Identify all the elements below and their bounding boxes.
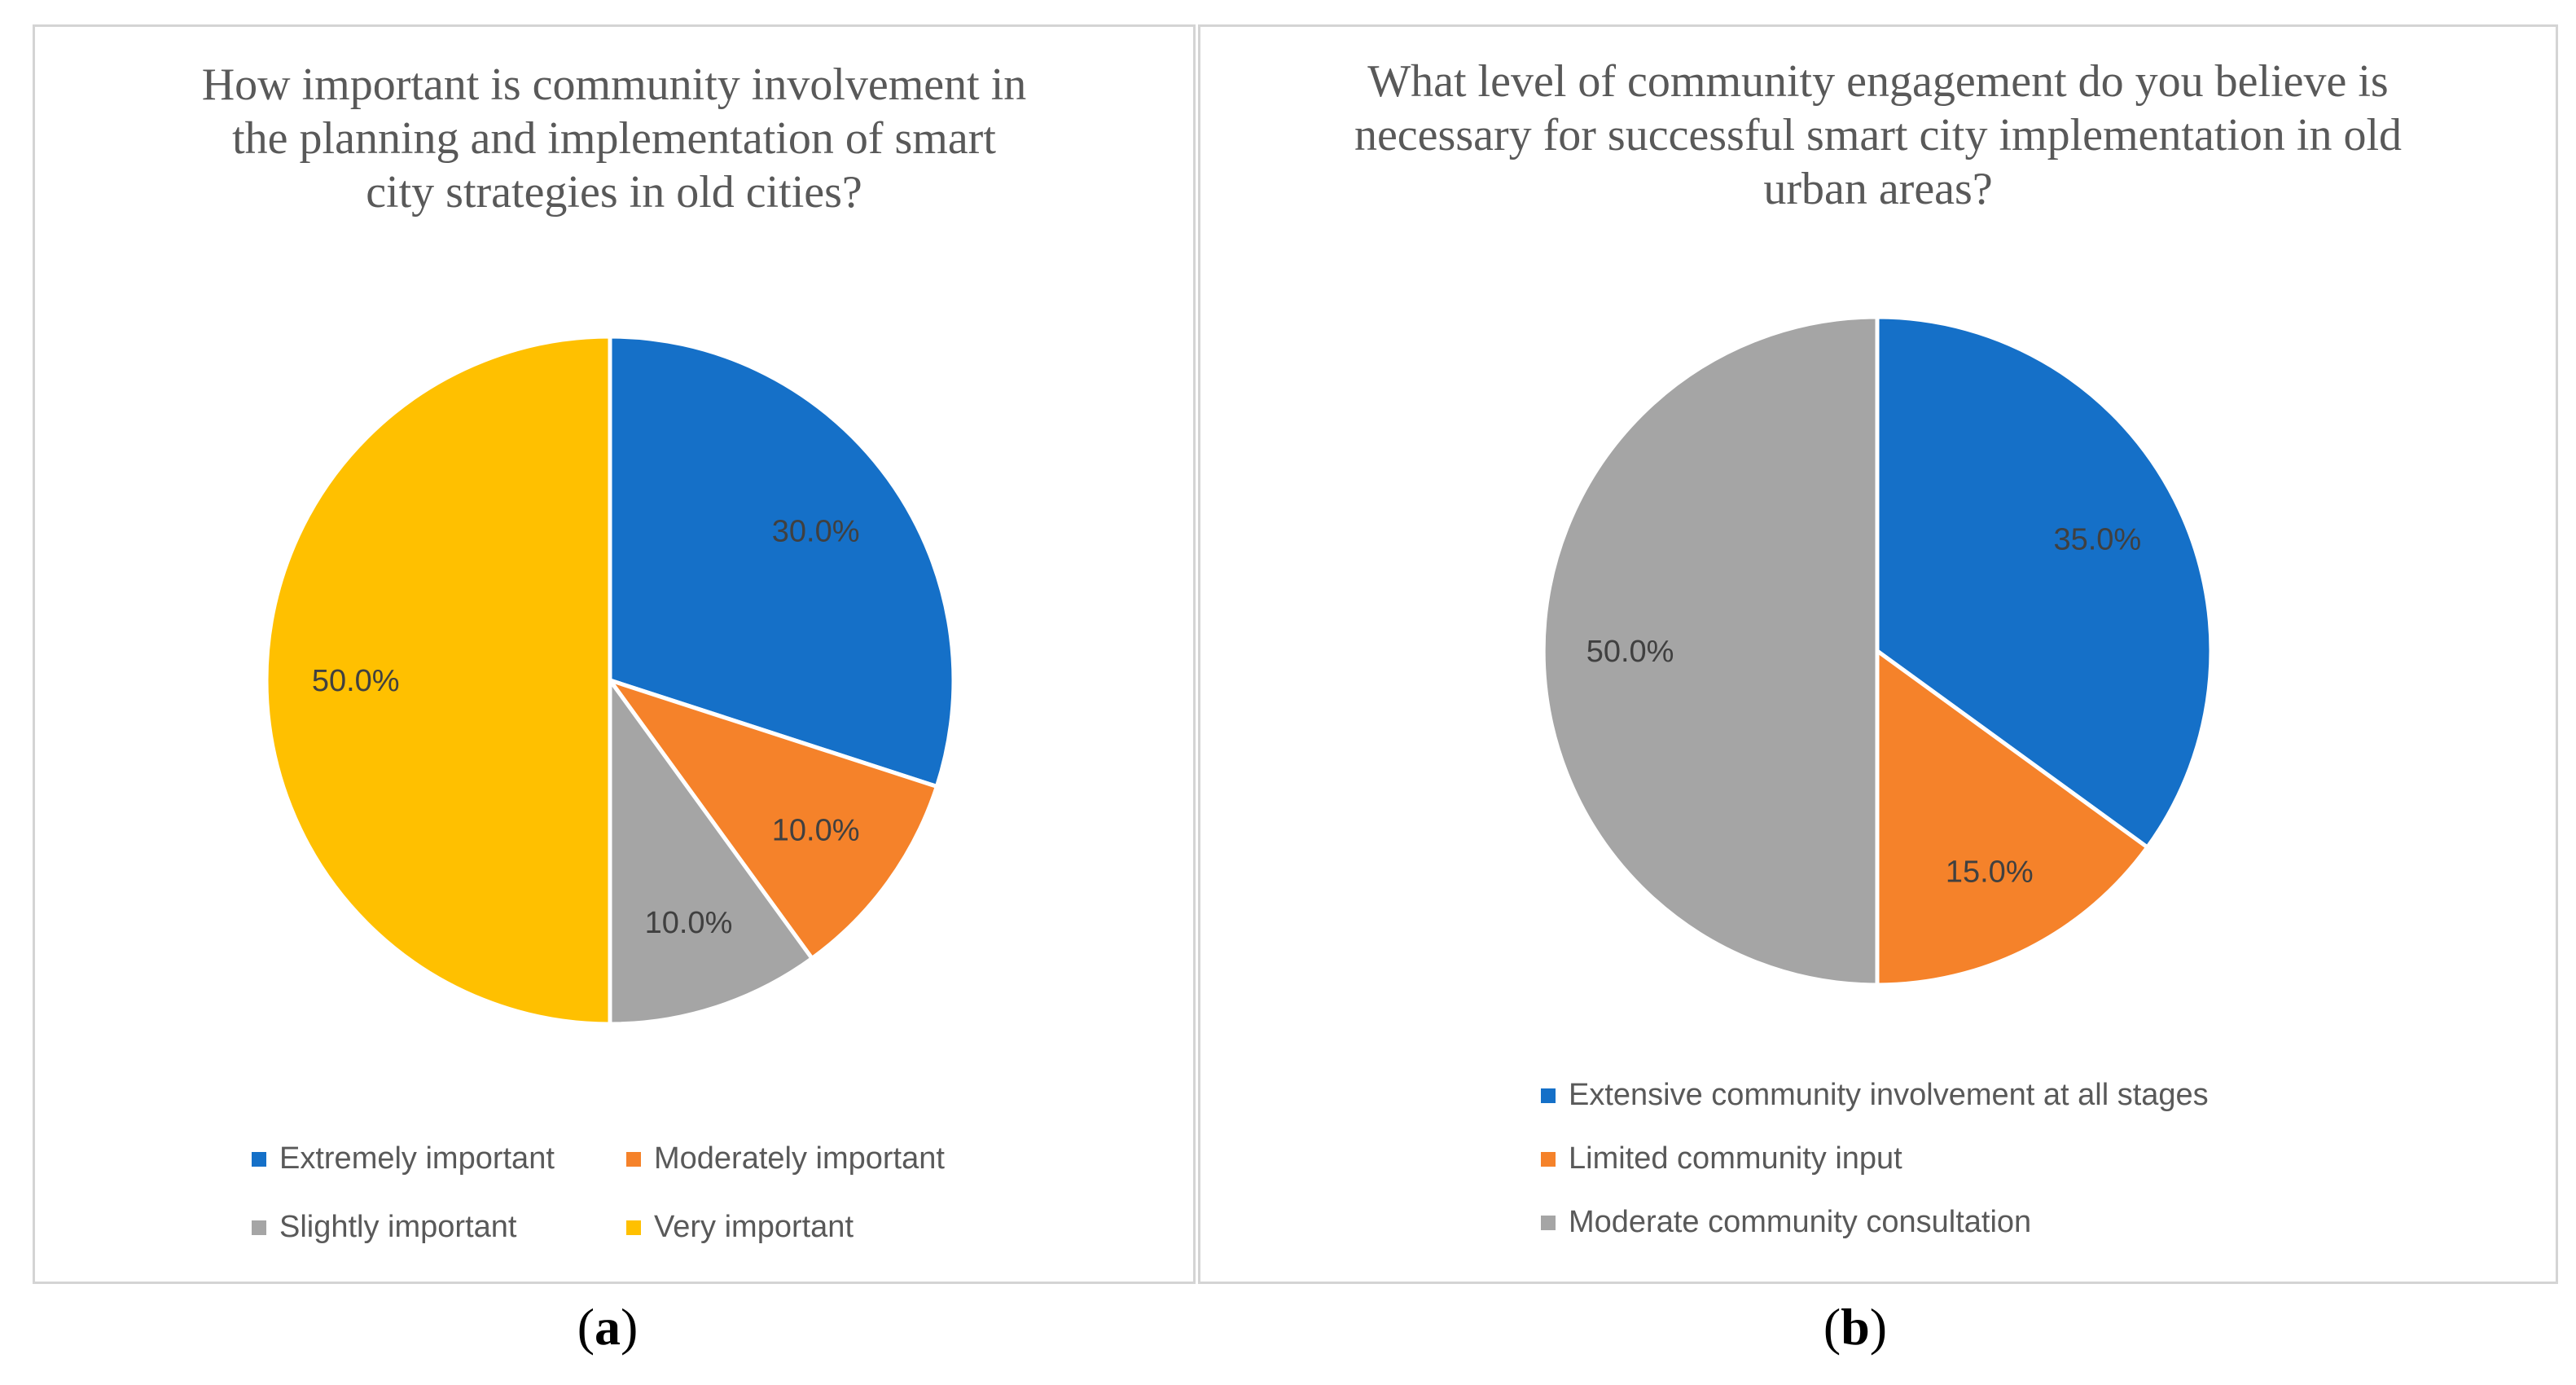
legend-item: Extensive community involvement at all s…	[1541, 1078, 2209, 1113]
caption-a: (a)	[577, 1298, 639, 1356]
pie-slice	[1875, 314, 2214, 851]
slice-label: 35.0%	[2053, 522, 2141, 556]
slice-label: 50.0%	[1586, 635, 1674, 669]
slice-label: 30.0%	[772, 514, 860, 548]
legend-swatch	[626, 1151, 641, 1167]
legend-label: Limited community input	[1569, 1141, 1902, 1176]
legend-swatch	[252, 1151, 266, 1167]
pie-slice	[608, 674, 815, 1027]
chart-panel-b: What level of community engagement do yo…	[1198, 24, 2558, 1284]
pie-slice	[604, 676, 940, 961]
pie-slice	[1875, 647, 2151, 987]
legend-item: Moderately important	[626, 1141, 945, 1176]
pie-chart: 30.0% 10.0% 10.0% 50.0%	[264, 334, 956, 1027]
legend-item: Moderate community consultation	[1541, 1205, 2031, 1240]
pie-slice	[608, 334, 956, 789]
legend-item: Extremely important	[252, 1141, 555, 1176]
legend-item: Slightly important	[252, 1210, 516, 1245]
chart-title: What level of community engagement do yo…	[1354, 56, 2403, 214]
legend-label: Extensive community involvement at all s…	[1569, 1078, 2209, 1112]
legend-swatch	[252, 1220, 266, 1235]
legend-swatch	[626, 1220, 641, 1235]
pie-slice	[1541, 314, 1880, 987]
caption-b: (b)	[1823, 1298, 1888, 1356]
slice-label: 10.0%	[772, 814, 860, 848]
slice-label: 10.0%	[645, 906, 733, 940]
pie-slice	[264, 334, 612, 1027]
chart-title: How important is community involvement i…	[201, 59, 1027, 218]
legend-item: Very important	[626, 1210, 854, 1245]
legend-swatch	[1541, 1151, 1556, 1167]
legend-swatch	[1541, 1088, 1556, 1103]
legend-item: Limited community input	[1541, 1141, 1902, 1176]
slice-label: 50.0%	[312, 664, 400, 698]
chart-panel-a: How important is community involvement i…	[33, 24, 1196, 1284]
legend-label: Moderately important	[654, 1141, 945, 1176]
slice-label: 15.0%	[1946, 855, 2034, 889]
legend-swatch	[1541, 1215, 1556, 1230]
legend-label: Moderate community consultation	[1569, 1205, 2032, 1239]
legend-label: Slightly important	[279, 1210, 517, 1244]
pie-chart: 35.0% 15.0% 50.0%	[1541, 314, 2214, 987]
legend-label: Extremely important	[279, 1141, 555, 1176]
legend-label: Very important	[654, 1210, 854, 1244]
